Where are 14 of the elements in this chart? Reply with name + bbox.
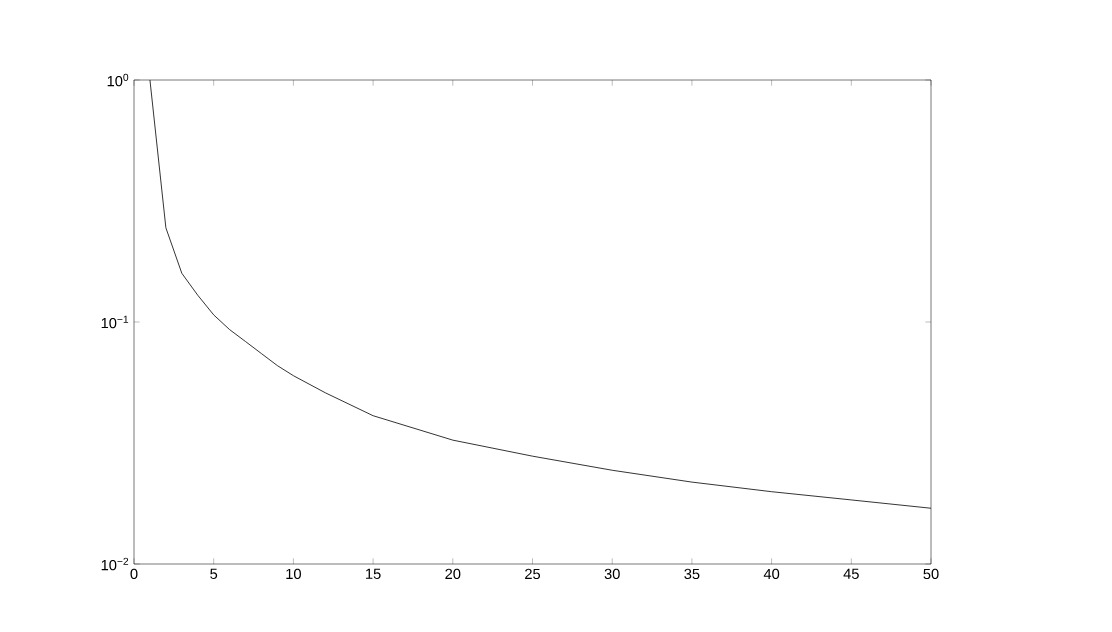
y-tick-label: 10$^{−1}$ xyxy=(101,315,129,329)
x-tick-label: 30 xyxy=(604,568,620,580)
x-tick-label: 5 xyxy=(210,568,218,579)
x-tick-label: 10 xyxy=(286,568,301,580)
x-tick-label: 35 xyxy=(684,568,700,580)
y-tick-label: 10$^{−2}$ xyxy=(101,557,129,571)
x-tick-label: 50 xyxy=(923,568,939,580)
x-tick-label: 40 xyxy=(763,568,780,580)
x-tick-label: 45 xyxy=(843,568,859,579)
y-tick-label: 10$^{0}$ xyxy=(107,73,129,87)
x-tick-label: 15 xyxy=(366,568,381,579)
x-tick-label: 0 xyxy=(130,568,138,580)
x-tick-label: 25 xyxy=(525,568,541,580)
x-tick-label: 20 xyxy=(445,568,461,580)
